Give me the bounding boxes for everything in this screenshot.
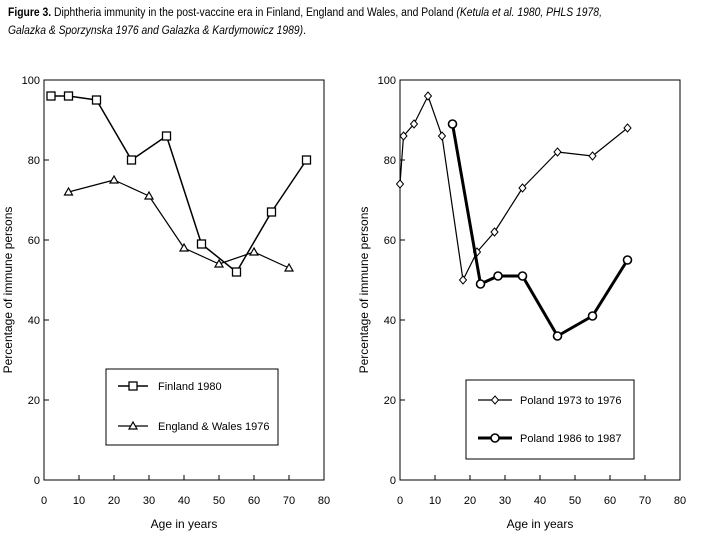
x-tick-label: 80 bbox=[318, 495, 330, 507]
data-point bbox=[231, 267, 242, 277]
data-point bbox=[517, 271, 528, 281]
series-line-1 bbox=[399, 95, 628, 281]
y-tick-label: 40 bbox=[384, 315, 396, 327]
data-point bbox=[552, 331, 563, 341]
legend: Finland 1980 England & Wales 1976 bbox=[105, 368, 279, 446]
legend-entry: Poland 1973 to 1976 bbox=[520, 395, 622, 407]
legend-entry: England & Wales 1976 bbox=[158, 421, 270, 433]
y-tick-label: 80 bbox=[28, 155, 40, 167]
y-tick-label: 0 bbox=[34, 475, 40, 487]
series-line-2 bbox=[451, 123, 629, 338]
data-point bbox=[63, 91, 74, 101]
legend-marker bbox=[127, 420, 139, 430]
data-point bbox=[409, 119, 419, 129]
x-tick-label: 10 bbox=[73, 495, 85, 507]
y-tick-label: 100 bbox=[378, 75, 396, 87]
x-tick-label: 70 bbox=[639, 495, 651, 507]
legend-marker bbox=[128, 381, 138, 391]
data-point bbox=[475, 279, 486, 289]
data-point bbox=[178, 242, 190, 252]
data-point bbox=[518, 183, 527, 193]
data-point bbox=[266, 207, 277, 217]
legend-entry: Poland 1986 to 1987 bbox=[520, 433, 622, 445]
legend: Poland 1973 to 1976 Poland 1986 to 1987 bbox=[465, 379, 635, 460]
data-point bbox=[458, 275, 468, 285]
y-tick-label: 20 bbox=[384, 395, 396, 407]
data-point bbox=[437, 131, 447, 141]
data-point bbox=[395, 179, 405, 189]
data-point bbox=[587, 311, 598, 321]
data-point bbox=[423, 91, 433, 101]
chart-1: 0 20 40 60 80 100 0 10 20 30 40 50 60 70 80 Age in year… bbox=[1, 75, 330, 531]
data-point bbox=[91, 95, 102, 105]
figure-caption: Figure 3. Diphtheria immunity in the pos… bbox=[8, 4, 638, 40]
data-point bbox=[301, 155, 312, 165]
x-tick-label: 70 bbox=[283, 495, 295, 507]
x-tick-label: 10 bbox=[429, 495, 441, 507]
x-tick-label: 50 bbox=[213, 495, 225, 507]
data-point bbox=[447, 119, 458, 129]
chart-2: 0 20 40 60 80 100 0 10 20 30 40 50 60 70 80 Age in year… bbox=[357, 75, 686, 531]
y-tick-label: 60 bbox=[384, 235, 396, 247]
data-point bbox=[213, 258, 225, 268]
x-tick-label: 20 bbox=[464, 495, 476, 507]
legend-box bbox=[465, 379, 635, 460]
data-point bbox=[399, 131, 408, 141]
data-point bbox=[283, 262, 295, 272]
x-tick-label: 30 bbox=[499, 495, 511, 507]
x-tick-label: 0 bbox=[41, 495, 47, 507]
x-tick-label: 0 bbox=[397, 495, 403, 507]
series-line-1 bbox=[51, 95, 308, 273]
data-point bbox=[490, 227, 499, 237]
data-point bbox=[248, 246, 260, 256]
x-tick-label: 40 bbox=[178, 495, 190, 507]
y-tick-label: 0 bbox=[390, 475, 396, 487]
y-tick-label: 20 bbox=[28, 395, 40, 407]
data-point bbox=[46, 91, 56, 101]
x-tick-label: 60 bbox=[604, 495, 616, 507]
y-tick-label: 100 bbox=[22, 75, 40, 87]
legend-marker bbox=[490, 395, 500, 405]
caption-text: Diphtheria immunity in the post-vaccine … bbox=[51, 7, 457, 19]
x-tick-label: 60 bbox=[248, 495, 260, 507]
data-point bbox=[108, 174, 120, 184]
x-tick-label: 30 bbox=[143, 495, 155, 507]
data-point bbox=[196, 239, 207, 249]
y-tick-label: 80 bbox=[384, 155, 396, 167]
data-point bbox=[63, 186, 74, 196]
data-point bbox=[623, 123, 632, 133]
x-tick-label: 50 bbox=[569, 495, 581, 507]
figure-label: Figure 3. bbox=[8, 7, 52, 19]
data-point bbox=[588, 151, 597, 161]
caption-references: (Ketula et al. 1980, PHLS 1978, Galazka … bbox=[8, 7, 602, 37]
x-axis-label: Age in years bbox=[507, 517, 574, 531]
data-point bbox=[622, 255, 633, 265]
data-point bbox=[493, 271, 503, 281]
x-tick-label: 20 bbox=[108, 495, 120, 507]
y-axis-label: Percentage of immune persons bbox=[1, 207, 15, 374]
data-point bbox=[126, 155, 137, 165]
caption-end: . bbox=[303, 25, 307, 37]
data-point bbox=[161, 131, 172, 141]
legend-entry: Finland 1980 bbox=[158, 381, 222, 393]
y-tick-label: 40 bbox=[28, 315, 40, 327]
y-axis-label: Percentage of immune persons bbox=[357, 207, 371, 374]
x-tick-label: 40 bbox=[534, 495, 546, 507]
legend-marker bbox=[490, 433, 500, 443]
x-tick-label: 80 bbox=[674, 495, 686, 507]
data-point bbox=[143, 190, 155, 200]
y-tick-label: 60 bbox=[28, 235, 40, 247]
data-point bbox=[553, 147, 562, 157]
x-axis-label: Age in years bbox=[151, 517, 218, 531]
